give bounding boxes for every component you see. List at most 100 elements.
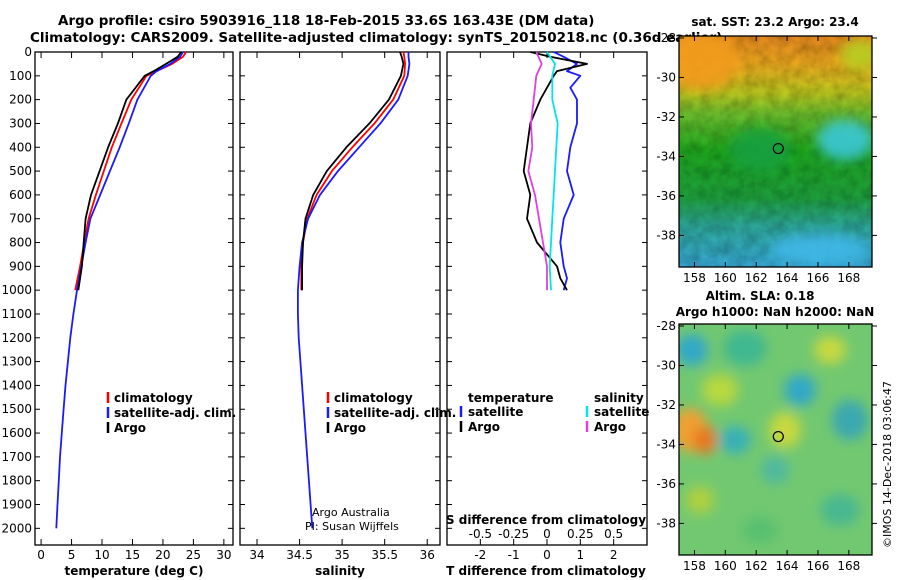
temperature-plot-area — [34, 51, 234, 546]
sla-low-patch — [719, 426, 751, 454]
map-y-tick-label: -38 — [656, 228, 676, 242]
sla-low-patch — [832, 400, 868, 440]
legend-argo-label: Argo — [114, 421, 146, 435]
map-y-tick-label: -30 — [656, 358, 676, 372]
y-tick-label: 1400 — [1, 378, 32, 392]
map-y-tick-label: -28 — [656, 319, 676, 333]
sla-map-image — [679, 324, 872, 555]
climatology-salinity-line — [300, 51, 407, 291]
climatology-temperature-line — [74, 51, 187, 291]
temperature-argo-diff-line — [522, 51, 588, 291]
y-tick-label: 300 — [9, 116, 32, 130]
sst-map-title: sat. SST: 23.2 Argo: 23.4 — [691, 15, 858, 29]
difference-xlabel-top: S difference from climatology — [446, 513, 646, 527]
y-tick-label: 1300 — [1, 355, 32, 369]
temperature-chart: 0 5 10 15 20 25 300100200300400500600700800900… — [1, 45, 233, 562]
salinity-chart: 34 34.5 35 35.5 36 — [240, 51, 440, 562]
map-x-tick-label: 166 — [807, 271, 830, 285]
map-x-tick-label: 162 — [745, 559, 768, 573]
x-tick-label: 20 — [155, 548, 170, 562]
s-diff-tick-label: 0.25 — [567, 527, 594, 541]
y-tick-label: 400 — [9, 140, 32, 154]
sst-map-frame — [678, 35, 873, 268]
salinity-xlabel: salinity — [315, 564, 365, 578]
sla-low-patch — [784, 374, 816, 406]
argo-salinity-line — [301, 51, 405, 291]
temperature-legend: climatology satellite-adj. clim. Argo — [106, 391, 236, 435]
x-tick-label: 25 — [186, 548, 201, 562]
title-line-1: Argo profile: csiro 5903916_118 18-Feb-2… — [58, 13, 594, 29]
legend-s-argo-label: Argo — [594, 420, 626, 434]
sla-float-marker — [772, 430, 784, 443]
legend-climatology-label: climatology — [114, 391, 193, 405]
title-line-2: Climatology: CARS2009. Satellite-adjuste… — [30, 30, 722, 46]
y-tick-label: 1800 — [1, 474, 32, 488]
x-tick-label: 5 — [68, 548, 76, 562]
difference-xlabel: T difference from climatology — [446, 564, 646, 578]
y-tick-label: 500 — [9, 164, 32, 178]
y-tick-label: 1700 — [1, 450, 32, 464]
sst-warm-patch — [679, 36, 740, 90]
x-tick-label: 15 — [125, 548, 140, 562]
map-x-tick-label: 158 — [683, 271, 706, 285]
y-tick-label: 600 — [9, 188, 32, 202]
credit-organization: Argo Australia — [312, 506, 390, 519]
map-x-tick-label: 168 — [837, 559, 860, 573]
map-y-tick-label: -32 — [656, 398, 676, 412]
sla-low-patch — [723, 330, 767, 366]
sla-high-patch — [702, 374, 738, 406]
y-tick-label: 1600 — [1, 426, 32, 440]
legend-t-argo-label: Argo — [468, 420, 500, 434]
y-tick-label: 0 — [24, 45, 32, 59]
s-diff-tick-label: 0.5 — [604, 527, 623, 541]
credit-pi: PI: Susan Wijffels — [305, 520, 399, 533]
map-x-tick-label: 164 — [776, 271, 799, 285]
y-tick-label: 2000 — [1, 521, 32, 535]
y-tick-label: 800 — [9, 236, 32, 250]
sst-map-image — [679, 36, 872, 267]
salinity-plot-area — [239, 51, 441, 546]
map-y-tick-label: -36 — [656, 189, 676, 203]
imos-watermark: ©IMOS 14-Dec-2018 03:06:47 — [881, 381, 894, 548]
sla-map-title-line-1: Altim. SLA: 0.18 — [706, 289, 815, 303]
y-tick-label: 700 — [9, 212, 32, 226]
sst-warm-patch — [840, 39, 872, 71]
sla-low-patch — [679, 334, 708, 366]
x-tick-label: 35 — [334, 548, 349, 562]
y-tick-label: 1500 — [1, 402, 32, 416]
y-tick-label: 1900 — [1, 498, 32, 512]
x-tick-label: 0 — [37, 548, 45, 562]
argo-temperature-line — [77, 51, 182, 291]
sla-high-patch — [814, 336, 846, 364]
map-x-tick-label: 158 — [683, 559, 706, 573]
legend-s-satellite-label: satellite — [594, 405, 649, 419]
y-tick-label: 900 — [9, 259, 32, 273]
map-x-tick-label: 164 — [776, 559, 799, 573]
legend-argo-label: Argo — [334, 421, 366, 435]
x-tick-label: 1 — [577, 548, 585, 562]
salinity-argo-diff-line — [527, 51, 548, 291]
x-tick-label: 34.5 — [286, 548, 313, 562]
sst-cool-patch — [770, 234, 870, 266]
s-diff-tick-label: 0 — [543, 527, 551, 541]
map-x-tick-label: 168 — [837, 271, 860, 285]
difference-legend-salinity: salinity satellite Argo — [585, 391, 649, 434]
x-tick-label: 36 — [420, 548, 435, 562]
satellite-salinity-line — [296, 52, 411, 529]
sst-map-axes: 158 160 162 164 166 168 -28 -30 -32 -34 -36 -38 — [656, 31, 877, 285]
map-y-tick-label: -32 — [656, 110, 676, 124]
difference-chart: -2 -1 0 1 2 -0.5 -0.25 0 0.25 0.5 — [447, 51, 647, 562]
legend-t-satellite-label: satellite — [468, 405, 523, 419]
salinity-legend: climatology satellite-adj. clim. Argo — [326, 391, 456, 435]
map-y-tick-label: -30 — [656, 70, 676, 84]
difference-legend-temperature: temperature satellite Argo — [459, 391, 553, 434]
map-y-tick-label: -34 — [656, 437, 676, 451]
map-y-tick-label: -38 — [656, 516, 676, 530]
legend-salinity-title: salinity — [594, 391, 644, 405]
x-tick-label: 0 — [543, 548, 551, 562]
x-tick-label: 34 — [249, 548, 264, 562]
s-diff-tick-label: -0.5 — [469, 527, 492, 541]
sla-high-patch — [769, 412, 801, 448]
y-tick-label: 1100 — [1, 307, 32, 321]
sla-high-patch — [693, 426, 717, 454]
